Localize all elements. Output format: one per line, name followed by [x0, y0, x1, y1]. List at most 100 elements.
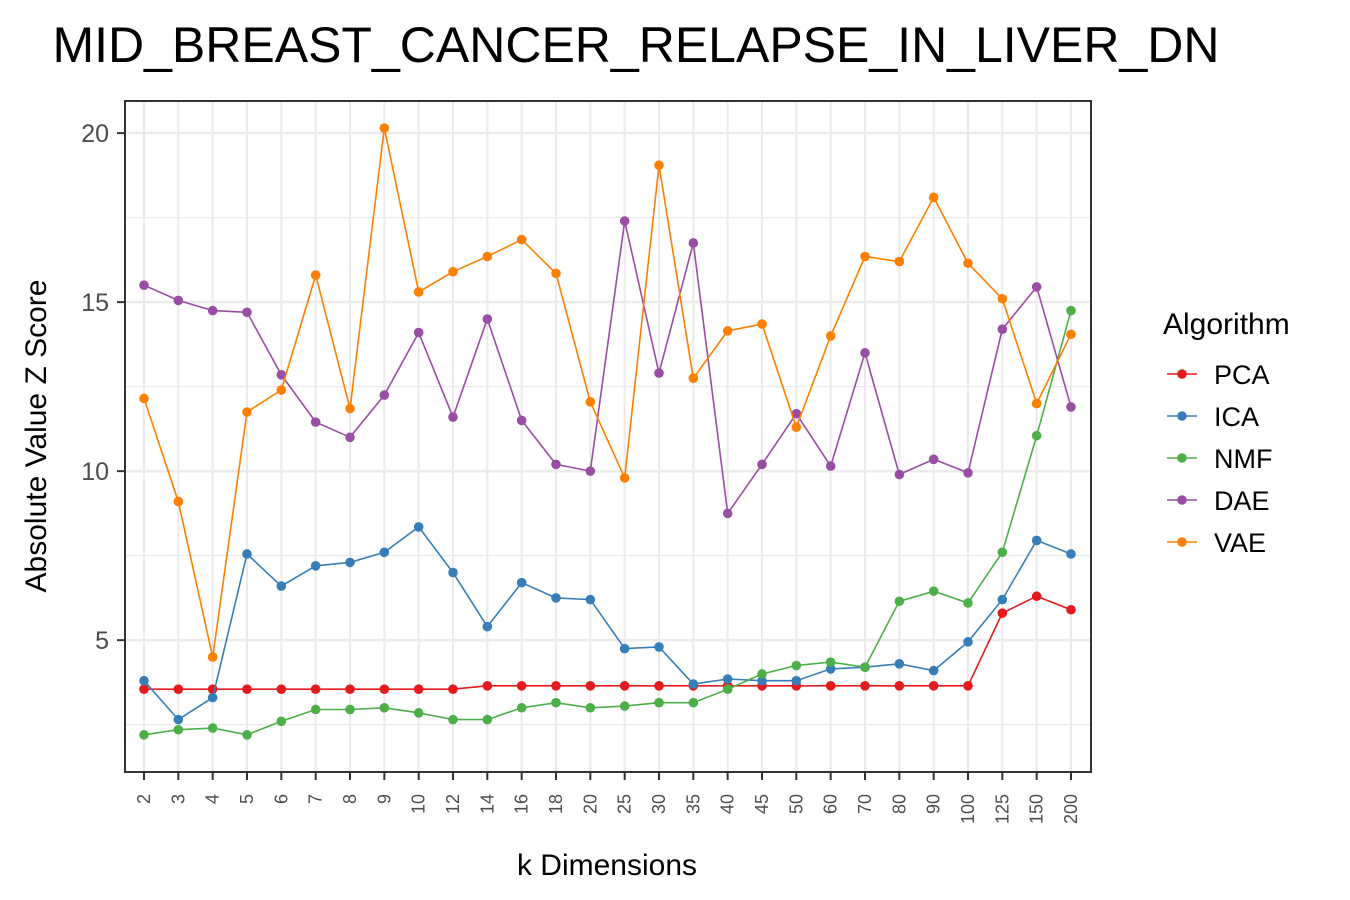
x-tick-label: 30 — [649, 794, 669, 814]
data-point-vae — [551, 268, 561, 279]
x-tick-label: 90 — [924, 794, 944, 814]
legend-label-nmf: NMF — [1214, 444, 1272, 474]
data-point-nmf — [688, 697, 699, 708]
data-point-pca — [997, 608, 1008, 618]
data-point-nmf — [276, 716, 287, 727]
x-tick-label: 125 — [992, 794, 1012, 824]
data-point-vae — [688, 373, 699, 383]
data-point-ica — [1031, 535, 1042, 546]
data-point-pca — [242, 684, 252, 694]
data-point-vae — [413, 287, 424, 297]
x-axis-label: k Dimensions — [517, 849, 697, 882]
data-point-dae — [413, 327, 424, 338]
data-point-nmf — [997, 547, 1008, 558]
y-axis-label: Absolute Value Z Score — [20, 280, 53, 593]
data-point-ica — [310, 560, 321, 571]
legend: Algorithm PCA ICA NMF DAE VAE — [1163, 308, 1290, 558]
data-point-nmf — [619, 701, 630, 711]
y-tick-label: 10 — [81, 458, 109, 486]
data-point-dae — [928, 454, 939, 465]
data-point-pca — [585, 681, 596, 691]
data-point-nmf — [860, 662, 870, 673]
data-point-nmf — [482, 714, 493, 725]
data-point-nmf — [551, 697, 561, 708]
data-point-vae — [825, 331, 836, 341]
data-point-ica — [551, 593, 561, 603]
x-tick-label: 12 — [443, 794, 463, 814]
x-tick-label: 2 — [134, 794, 154, 804]
series-line-pca — [144, 595, 1072, 691]
data-point-pca — [345, 684, 355, 694]
legend-point-nmf — [1177, 453, 1187, 463]
data-point-nmf — [413, 708, 424, 718]
data-point-vae — [619, 473, 630, 483]
data-point-dae — [345, 432, 355, 443]
x-tick-label: 40 — [718, 794, 738, 814]
data-point-dae — [448, 412, 458, 422]
data-point-nmf — [928, 586, 939, 596]
data-point-vae — [928, 192, 939, 203]
data-point-vae — [997, 293, 1008, 304]
data-point-pca — [928, 681, 939, 691]
data-point-nmf — [310, 704, 321, 715]
data-point-vae — [791, 422, 802, 433]
data-point-dae — [1031, 282, 1042, 292]
data-point-pca — [551, 681, 561, 691]
data-point-dae — [242, 307, 252, 318]
x-tick-label: 25 — [615, 794, 635, 814]
data-point-ica — [482, 621, 493, 632]
data-point-dae — [688, 238, 699, 248]
legend-label-dae: DAE — [1214, 486, 1270, 516]
data-point-dae — [722, 508, 733, 519]
x-tick-label: 35 — [683, 794, 703, 814]
x-tick-label: 7 — [306, 794, 326, 804]
data-point-pca — [619, 681, 630, 691]
x-tick-label: 45 — [752, 794, 772, 814]
data-point-vae — [173, 496, 184, 507]
plot-panel-border — [124, 100, 1092, 773]
y-tick-label: 20 — [81, 120, 109, 148]
data-point-ica — [242, 549, 252, 559]
data-point-dae — [963, 468, 973, 478]
y-tick-label: 5 — [95, 627, 109, 655]
data-point-dae — [276, 370, 287, 380]
data-point-ica — [276, 581, 287, 591]
data-point-pca — [482, 681, 493, 691]
x-tick-label: 6 — [271, 794, 291, 804]
data-point-nmf — [379, 702, 390, 713]
data-point-dae — [825, 461, 836, 471]
data-point-ica — [928, 665, 939, 676]
data-point-dae — [1066, 402, 1076, 412]
data-point-dae — [894, 469, 905, 480]
x-tick-label: 16 — [512, 794, 532, 814]
data-point-pca — [1031, 591, 1042, 602]
data-point-ica — [516, 577, 527, 588]
data-point-vae — [1031, 398, 1042, 409]
data-point-pca — [1066, 604, 1076, 615]
series-line-ica — [143, 525, 1072, 721]
data-point-nmf — [757, 669, 767, 679]
data-point-ica — [654, 642, 664, 652]
data-point-ica — [345, 557, 355, 568]
x-tick-label: 14 — [477, 794, 497, 814]
data-point-vae — [894, 256, 905, 267]
data-point-nmf — [825, 657, 836, 667]
x-tick-label: 100 — [958, 794, 978, 824]
data-point-vae — [207, 652, 218, 662]
data-point-nmf — [242, 730, 252, 740]
data-point-dae — [139, 280, 149, 291]
data-point-nmf — [894, 596, 905, 607]
data-point-vae — [757, 319, 767, 329]
legend-point-pca — [1177, 369, 1187, 379]
x-tick-label: 50 — [786, 794, 806, 814]
data-point-ica — [413, 522, 424, 532]
data-point-dae — [585, 466, 596, 476]
series-line-nmf — [143, 310, 1072, 736]
data-point-vae — [860, 251, 870, 262]
data-point-pca — [173, 684, 184, 694]
data-point-ica — [963, 637, 973, 647]
data-point-nmf — [791, 660, 802, 671]
x-tick-label: 5 — [237, 794, 257, 804]
data-point-ica — [688, 679, 699, 689]
data-point-ica — [825, 664, 836, 674]
